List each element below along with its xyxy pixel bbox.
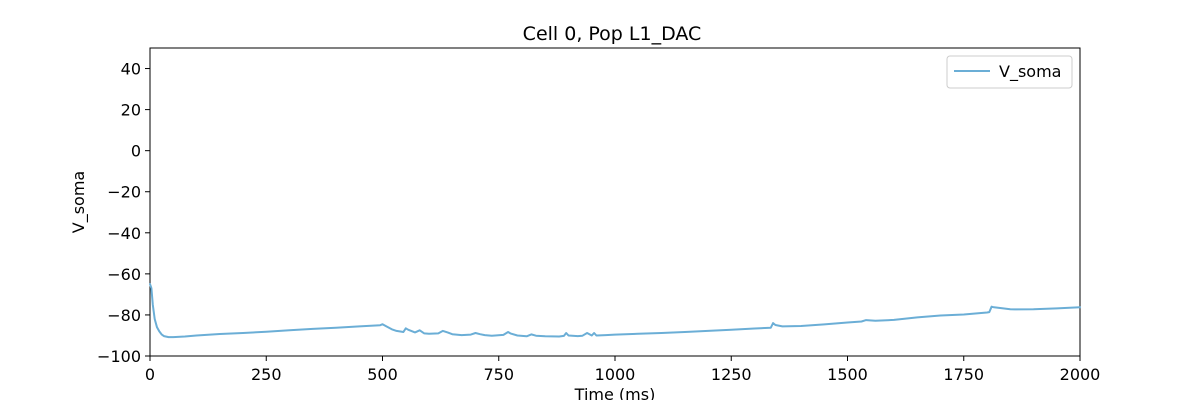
y-tick-label: −100 — [97, 347, 141, 366]
y-tick-label: −80 — [107, 306, 141, 325]
x-tick-label: 2000 — [1060, 365, 1101, 384]
legend-frame — [946, 55, 1073, 89]
x-tick-label: 1250 — [711, 365, 752, 384]
x-tick-label: 1750 — [943, 365, 984, 384]
y-tick-label: 20 — [121, 101, 141, 120]
y-tick-label: 0 — [131, 142, 141, 161]
y-tick-label: 40 — [121, 60, 141, 79]
series-line — [149, 283, 1081, 339]
x-axis-label: Time (ms) — [574, 385, 656, 400]
x-tick-label: 1000 — [595, 365, 636, 384]
x-axis: 0 250 500 750 1000 1250 1500 1750 2000 — [145, 356, 1100, 384]
x-tick-label: 750 — [483, 365, 514, 384]
plot-frame — [149, 47, 1081, 357]
y-axis-label: V_soma — [69, 171, 89, 233]
x-tick-label: 500 — [367, 365, 398, 384]
chart-title: Cell 0, Pop L1_DAC — [523, 23, 702, 45]
y-tick-label: −40 — [107, 224, 141, 243]
legend-label: V_soma — [999, 62, 1061, 82]
x-tick-label: 0 — [145, 365, 155, 384]
x-tick-label: 250 — [251, 365, 282, 384]
series-layer — [149, 283, 1081, 339]
legend: V_soma — [946, 55, 1073, 89]
y-tick-label: −20 — [107, 183, 141, 202]
y-axis: −100 −80 −60 −40 −20 0 20 40 — [97, 60, 150, 366]
y-tick-label: −60 — [107, 265, 141, 284]
x-tick-label: 1500 — [827, 365, 868, 384]
plot-area: 0 250 500 750 1000 1250 1500 1750 2000 −100 −80 −6… — [97, 47, 1100, 384]
